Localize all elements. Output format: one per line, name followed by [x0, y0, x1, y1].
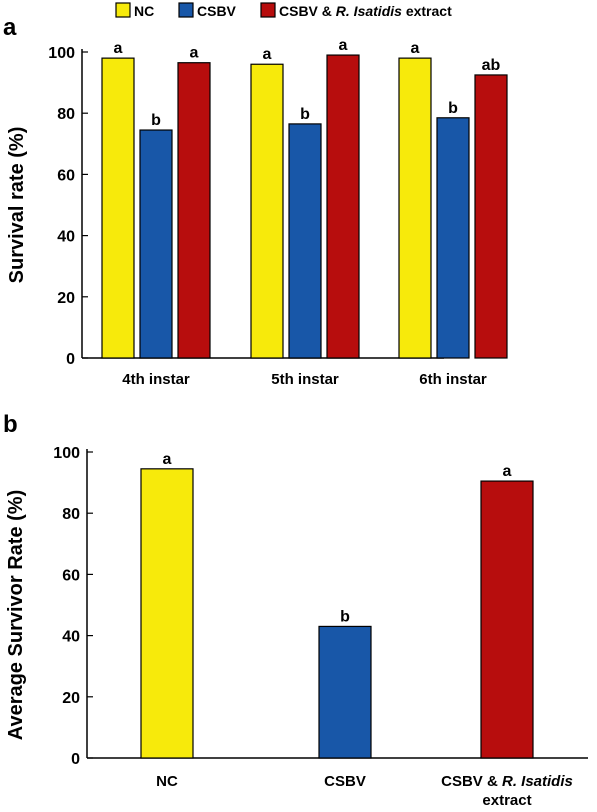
text-part: NC [156, 773, 178, 790]
y-tick-label: 20 [57, 290, 75, 307]
bar [250, 63, 284, 359]
text-part: R. Isatidis [336, 3, 402, 19]
x-tick-label: CSBV & R. Isatidis [441, 773, 573, 790]
significance-letter: a [503, 463, 512, 480]
legend-swatch [178, 2, 194, 18]
x-tick-label: 6th instar [419, 371, 487, 388]
bar [140, 468, 194, 759]
y-tick-label: 40 [57, 229, 75, 246]
chart-panel-a: a NC CSBV CSBV & R. Isatidis extract 0 20 40 60… [3, 2, 508, 388]
y-tick-label: 80 [62, 506, 80, 523]
panel-label-a: a [3, 14, 17, 41]
y-tick-label: 60 [62, 567, 80, 584]
text-part: CSBV & [441, 773, 502, 790]
y-axis-title: Survival rate (%) [6, 127, 28, 284]
text-part: R. Isatidis [502, 773, 573, 790]
y-tick-label: 100 [48, 45, 75, 62]
bar [480, 480, 534, 759]
legend-swatch [115, 2, 131, 18]
x-tick-label: NC [156, 773, 178, 790]
significance-letter: a [190, 45, 199, 62]
y-tick-label: 100 [53, 445, 80, 462]
significance-letter: a [163, 451, 172, 468]
legend-label: CSBV & R. Isatidis extract [279, 3, 452, 19]
significance-letter: b [151, 112, 161, 129]
y-tick-label: 20 [62, 690, 80, 707]
y-tick-label: 40 [62, 629, 80, 646]
bar [436, 117, 470, 359]
text-part: CSBV & [279, 3, 336, 19]
chart-panel-b: b 0 20 40 60 80 100 Average Survivor Rate (%) a N… [3, 411, 588, 809]
bar [177, 62, 211, 359]
y-tick-label: 60 [57, 167, 75, 184]
significance-letter: a [263, 46, 272, 63]
y-axis-title: Average Survivor Rate (%) [5, 490, 27, 740]
significance-letter: b [340, 608, 350, 625]
text-part: extract [482, 792, 531, 809]
bar [326, 54, 360, 359]
y-tick-label: 0 [66, 351, 75, 368]
significance-letter: a [114, 40, 123, 57]
x-tick-label: extract [482, 792, 531, 809]
x-tick-label: CSBV [324, 773, 366, 790]
text-part: extract [402, 3, 452, 19]
legend-label: CSBV [197, 3, 237, 19]
x-tick-label: 5th instar [271, 371, 339, 388]
y-tick-label: 0 [71, 751, 80, 768]
bar [474, 74, 508, 359]
bar [318, 625, 372, 759]
significance-letter: a [411, 40, 420, 57]
y-tick-label: 80 [57, 106, 75, 123]
bar [288, 123, 322, 359]
bar [101, 57, 135, 359]
text-part: CSBV [324, 773, 366, 790]
significance-letter: ab [482, 57, 501, 74]
legend-swatch [260, 2, 276, 18]
significance-letter: a [339, 37, 348, 54]
significance-letter: b [448, 100, 458, 117]
significance-letter: b [300, 106, 310, 123]
x-tick-label: 4th instar [122, 371, 190, 388]
bar [398, 57, 432, 359]
panel-label-b: b [3, 411, 18, 438]
bar [139, 129, 173, 359]
legend: NC CSBV CSBV & R. Isatidis extract [115, 2, 452, 19]
legend-label: NC [134, 3, 154, 19]
